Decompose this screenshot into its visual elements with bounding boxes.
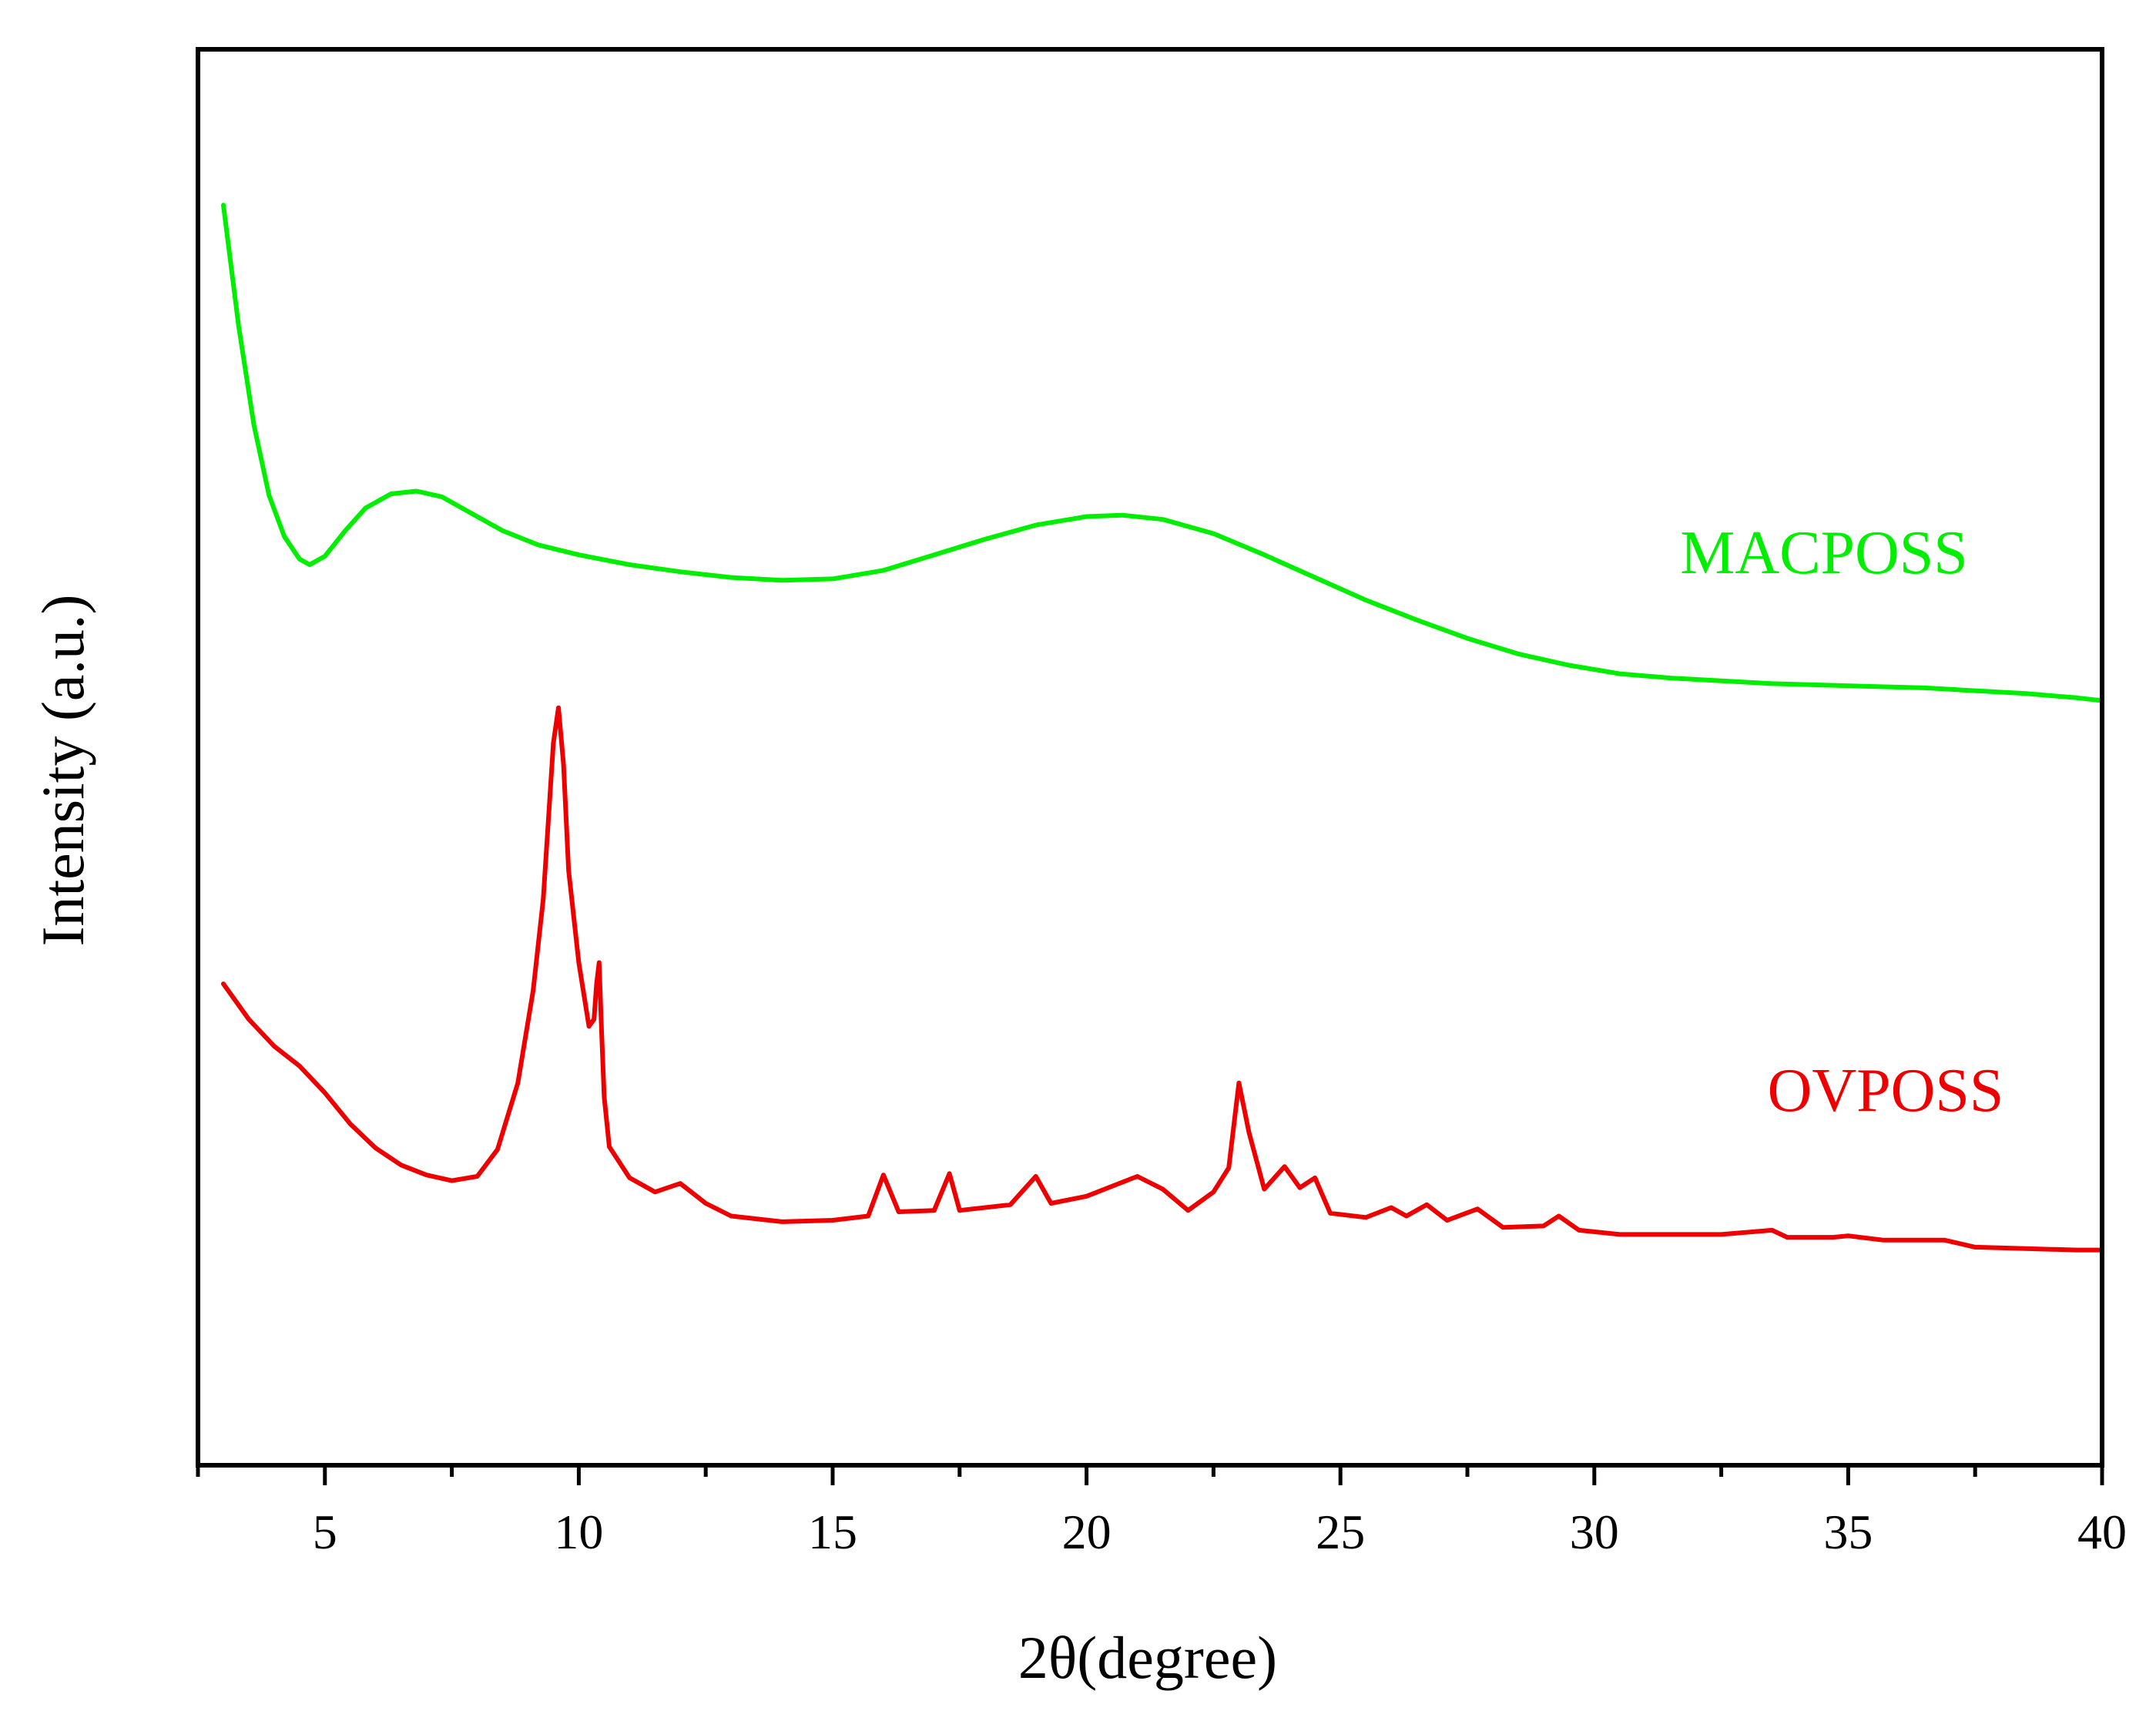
x-tick-label: 35 (1823, 1505, 1873, 1559)
y-axis-title: Intensity (a.u.) (29, 594, 96, 946)
x-tick-label: 40 (2077, 1505, 2127, 1559)
series-line-ovposs (221, 705, 2104, 1253)
x-axis-ticks: 5 10 15 20 25 30 35 40 (196, 1465, 2127, 1559)
x-tick-label: 20 (1062, 1505, 1112, 1559)
x-tick-label: 10 (554, 1505, 603, 1559)
series-layer (221, 203, 2104, 1253)
series-label-ovposs: OVPOSS (1768, 1057, 2004, 1125)
series-line-macposs (221, 203, 2104, 703)
series-label-macposs: MACPOSS (1680, 519, 1968, 587)
x-tick-label: 25 (1316, 1505, 1365, 1559)
x-tick-label: 30 (1570, 1505, 1619, 1559)
x-tick-label: 5 (313, 1505, 337, 1559)
x-axis-title: 2θ(degree) (1018, 1624, 1277, 1691)
x-tick-label: 15 (808, 1505, 857, 1559)
plot-frame (196, 47, 2104, 1468)
